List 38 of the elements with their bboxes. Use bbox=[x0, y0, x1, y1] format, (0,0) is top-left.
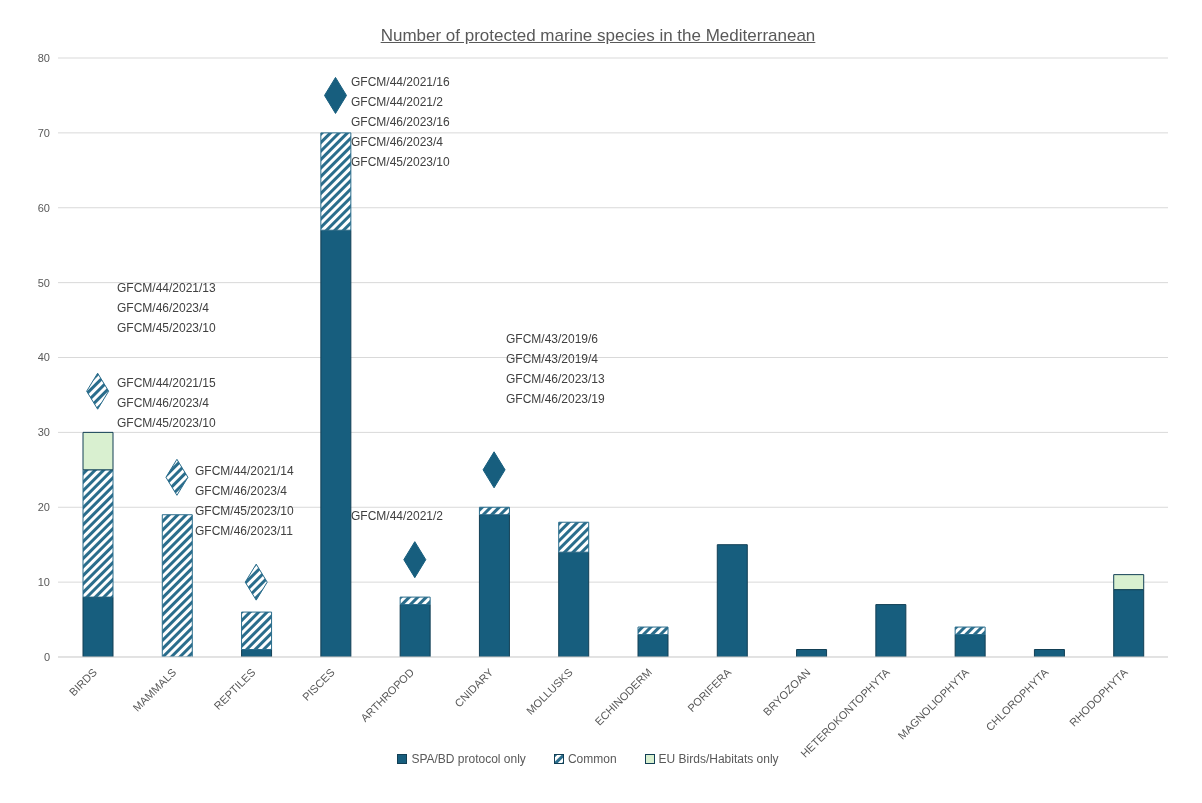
bar bbox=[320, 132, 352, 231]
legend-label: EU Birds/Habitats only bbox=[657, 752, 779, 766]
annotation: GFCM/44/2021/16 GFCM/44/2021/2 GFCM/46/2023/16 GFCM/46/2023/4 GFCM/45/2023/10 bbox=[351, 74, 450, 171]
chart-title: Number of protected marine species in the Mediterranean bbox=[379, 25, 817, 46]
annotation: GFCM/44/2021/13 GFCM/46/2023/4 GFCM/45/2023/10 bbox=[117, 280, 216, 337]
bar bbox=[161, 514, 193, 657]
bar bbox=[558, 521, 590, 553]
annotation: GFCM/44/2021/2 bbox=[351, 508, 444, 525]
y-tick-label: 0 bbox=[43, 650, 50, 663]
bar bbox=[241, 611, 273, 651]
bar bbox=[716, 544, 748, 657]
y-tick-label: 10 bbox=[37, 576, 50, 589]
y-tick-label: 40 bbox=[37, 351, 50, 364]
annotation: GFCM/43/2019/6 GFCM/43/2019/4 GFCM/46/2023/13 GFCM/46/2023/19 bbox=[506, 331, 605, 408]
bar bbox=[82, 431, 114, 471]
y-tick-label: 80 bbox=[37, 51, 50, 64]
bar bbox=[637, 634, 669, 657]
legend-label: Common bbox=[566, 752, 617, 766]
y-tick-label: 20 bbox=[37, 501, 50, 514]
bar bbox=[954, 626, 986, 636]
y-tick-label: 60 bbox=[37, 201, 50, 214]
annotation: GFCM/44/2021/15 GFCM/46/2023/4 GFCM/45/2023/10 bbox=[117, 375, 216, 432]
legend-label: SPA/BD protocol only bbox=[410, 752, 526, 766]
bar bbox=[82, 596, 114, 657]
bar bbox=[478, 514, 510, 657]
y-tick-label: 30 bbox=[37, 426, 50, 439]
bar bbox=[954, 634, 986, 657]
bar bbox=[399, 604, 431, 657]
bar bbox=[637, 626, 669, 636]
bar bbox=[875, 604, 907, 657]
bar bbox=[478, 506, 510, 516]
bar bbox=[558, 551, 590, 657]
annotation: GFCM/44/2021/14 GFCM/46/2023/4 GFCM/45/2023/10 GFCM/46/2023/11 bbox=[195, 463, 294, 540]
y-tick-label: 50 bbox=[37, 276, 50, 289]
bar bbox=[82, 469, 114, 598]
y-tick-label: 70 bbox=[37, 126, 50, 139]
bar bbox=[399, 596, 431, 606]
bar bbox=[320, 229, 352, 657]
